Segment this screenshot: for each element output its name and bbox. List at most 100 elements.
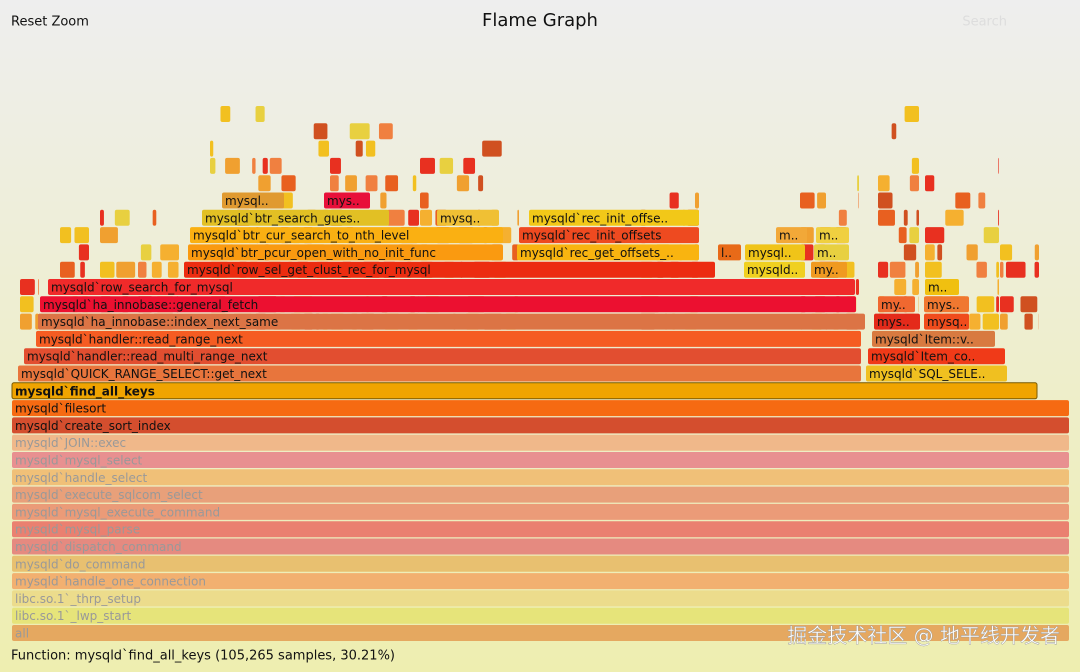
minor-frame[interactable] xyxy=(160,244,179,261)
minor-frame[interactable] xyxy=(916,209,919,226)
frame[interactable]: mysqld`find_all_keys xyxy=(11,382,1038,400)
frame[interactable]: m.. xyxy=(814,244,849,261)
minor-frame[interactable] xyxy=(281,175,296,192)
frame-box[interactable] xyxy=(40,296,856,313)
minor-frame[interactable] xyxy=(955,192,971,209)
frame-box[interactable] xyxy=(36,330,861,347)
minor-frame[interactable] xyxy=(420,157,435,174)
frame[interactable]: m.. xyxy=(776,227,807,244)
minor-frame[interactable] xyxy=(20,279,35,295)
frame-box[interactable] xyxy=(12,400,1069,417)
minor-frame[interactable] xyxy=(966,244,978,261)
minor-frame[interactable] xyxy=(255,106,265,122)
frame-box[interactable] xyxy=(718,244,741,261)
frame[interactable]: mysqld`rec_init_offsets xyxy=(519,227,699,244)
minor-frame[interactable] xyxy=(420,209,433,226)
frame[interactable]: mysqld`QUICK_RANGE_SELECT::get_next xyxy=(18,365,861,382)
minor-frame[interactable] xyxy=(137,261,147,278)
frame-box[interactable] xyxy=(12,590,1069,607)
minor-frame[interactable] xyxy=(669,192,679,209)
frame[interactable]: mysqld`execute_sqlcom_select xyxy=(12,486,1069,503)
frame[interactable]: mysqld`SQL_SELE.. xyxy=(866,365,1007,382)
minor-frame[interactable] xyxy=(1000,296,1014,313)
minor-frame[interactable] xyxy=(945,209,964,226)
frame[interactable]: mysqld`handler::read_multi_range_next xyxy=(24,348,861,365)
minor-frame[interactable] xyxy=(903,209,908,226)
frame-box[interactable] xyxy=(776,227,807,244)
minor-frame[interactable] xyxy=(78,244,89,261)
frame[interactable]: m.. xyxy=(816,227,849,244)
minor-frame[interactable] xyxy=(998,157,999,174)
minor-frame[interactable] xyxy=(210,157,216,174)
frame[interactable]: mysqld`rec_init_offse.. xyxy=(529,209,699,226)
search[interactable]: Search xyxy=(962,15,1007,30)
frame-box[interactable] xyxy=(11,382,1038,400)
minor-frame[interactable] xyxy=(365,175,378,192)
minor-frame[interactable] xyxy=(1000,261,1004,278)
frame[interactable]: mysqld`handle_one_connection xyxy=(12,573,1069,590)
frame[interactable]: mysqld`ha_innobase::general_fetch xyxy=(40,296,856,313)
frame-box[interactable] xyxy=(202,209,389,226)
minor-frame[interactable] xyxy=(463,157,476,174)
minor-frame[interactable] xyxy=(345,175,357,192)
frame[interactable]: mysqld`Item_co.. xyxy=(868,348,1005,365)
minor-frame[interactable] xyxy=(878,175,890,192)
minor-frame[interactable] xyxy=(925,227,945,244)
minor-frame[interactable] xyxy=(269,157,282,174)
minor-frame[interactable] xyxy=(252,157,256,174)
frame[interactable]: mys.. xyxy=(874,313,920,330)
minor-frame[interactable] xyxy=(912,279,919,295)
frame[interactable]: mysqld`filesort xyxy=(12,400,1069,417)
frame[interactable]: my.. xyxy=(811,261,847,278)
frame[interactable]: mysqld`handle_select xyxy=(12,469,1069,486)
minor-frame[interactable] xyxy=(1000,244,1013,261)
frame-box[interactable] xyxy=(24,348,861,365)
frame-box[interactable] xyxy=(12,573,1069,590)
minor-frame[interactable] xyxy=(420,192,429,209)
minor-frame[interactable] xyxy=(983,227,999,244)
minor-frame[interactable] xyxy=(38,279,39,295)
minor-frame[interactable] xyxy=(412,175,417,192)
minor-frame[interactable] xyxy=(74,227,89,244)
minor-frame[interactable] xyxy=(100,209,104,226)
minor-frame[interactable] xyxy=(909,227,919,244)
frame[interactable]: mysqld`row_search_for_mysql xyxy=(48,279,855,295)
frame[interactable]: my.. xyxy=(878,296,915,313)
minor-frame[interactable] xyxy=(167,261,179,278)
minor-frame[interactable] xyxy=(60,261,75,278)
minor-frame[interactable] xyxy=(978,192,986,209)
frame[interactable]: mysq.. xyxy=(924,313,969,330)
frame[interactable]: mysqld`create_sort_index xyxy=(12,417,1069,434)
frame-box[interactable] xyxy=(12,625,1069,641)
frame-box[interactable] xyxy=(12,555,1069,572)
minor-frame[interactable] xyxy=(355,140,363,157)
minor-frame[interactable] xyxy=(998,209,999,226)
frame[interactable]: libc.so.1`_thrp_setup xyxy=(12,590,1069,607)
frame-box[interactable] xyxy=(12,503,1069,520)
frame[interactable]: mysql.. xyxy=(745,244,805,261)
minor-frame[interactable] xyxy=(915,261,919,278)
frame[interactable]: mysqld`row_sel_get_clust_rec_for_mysql xyxy=(184,261,715,278)
frame-box[interactable] xyxy=(12,469,1069,486)
minor-frame[interactable] xyxy=(855,279,859,295)
minor-frame[interactable] xyxy=(996,296,999,313)
minor-frame[interactable] xyxy=(378,123,393,140)
minor-frame[interactable] xyxy=(152,209,157,226)
frame-box[interactable] xyxy=(874,313,920,330)
minor-frame[interactable] xyxy=(1020,296,1038,313)
minor-frame[interactable] xyxy=(20,313,32,330)
frame[interactable]: mysqld`btr_search_gues.. xyxy=(202,209,389,226)
minor-frame[interactable] xyxy=(911,157,919,174)
minor-frame[interactable] xyxy=(891,123,897,140)
frame[interactable]: mys.. xyxy=(324,192,370,209)
minor-frame[interactable] xyxy=(898,227,907,244)
minor-frame[interactable] xyxy=(210,140,214,157)
minor-frame[interactable] xyxy=(925,175,935,192)
minor-frame[interactable] xyxy=(976,261,987,278)
minor-frame[interactable] xyxy=(889,261,906,278)
frame-box[interactable] xyxy=(866,365,1007,382)
frame-box[interactable] xyxy=(222,192,284,209)
frame-box[interactable] xyxy=(12,434,1069,451)
minor-frame[interactable] xyxy=(330,175,339,192)
minor-frame[interactable] xyxy=(878,261,889,278)
